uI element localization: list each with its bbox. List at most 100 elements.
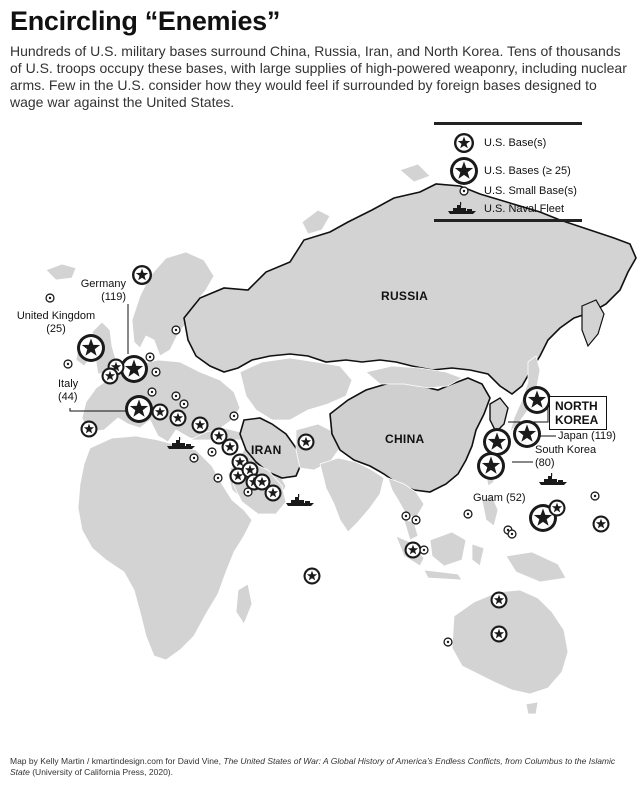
base-marker (151, 403, 169, 421)
base-marker (191, 416, 209, 434)
label-germany-name: Germany (80, 278, 126, 290)
base-marker (490, 625, 508, 643)
base-marker (303, 567, 321, 585)
philippines-shape (481, 495, 499, 527)
small-base-marker (507, 529, 517, 539)
small-base-marker (419, 545, 429, 555)
small-base-marker (443, 637, 453, 647)
small-base-marker (45, 293, 55, 303)
kamchatka-shape (581, 299, 605, 348)
base-marker (221, 438, 239, 456)
legend-bottom-rule (434, 219, 582, 222)
small-base-marker (401, 511, 411, 521)
base-marker-uk (77, 334, 105, 362)
legend-label-large-base: U.S. Bases (≥ 25) (484, 165, 571, 177)
north-korea-line2: KOREA (555, 413, 599, 427)
label-south-korea-count: (80) (535, 457, 555, 469)
iran-shape (239, 417, 303, 479)
north-korea-line1: NORTH (555, 399, 598, 413)
small-base-marker (151, 367, 161, 377)
map-title: Encircling “Enemies” (10, 6, 281, 36)
legend-label-small-base: U.S. Small Base(s) (484, 185, 577, 197)
central-asia-shape (239, 357, 353, 421)
small-base-marker (207, 447, 217, 457)
small-base-marker (189, 453, 199, 463)
credit-book-title: The United States of War: A Global Histo… (10, 756, 616, 777)
base-marker-south-korea (483, 428, 511, 456)
legend-label-base: U.S. Base(s) (484, 137, 547, 149)
base-marker (404, 541, 422, 559)
australia-shape (451, 589, 569, 695)
country-label-iran: IRAN (251, 443, 282, 457)
small-base-marker (63, 359, 73, 369)
base-marker (169, 409, 187, 427)
large-base-icon (450, 157, 478, 185)
base-marker (264, 484, 282, 502)
base-marker (101, 367, 119, 385)
label-italy-count: (44) (58, 391, 78, 403)
base-marker (297, 433, 315, 451)
madagascar-shape (235, 583, 253, 625)
base-marker-italy (125, 395, 153, 423)
small-base-marker (179, 399, 189, 409)
small-base-marker (229, 411, 239, 421)
country-label-russia: RUSSIA (381, 289, 429, 303)
base-marker-south-korea-2 (477, 452, 505, 480)
credit-suffix: (University of California Press, 2020). (29, 767, 173, 777)
malay-shape (403, 519, 419, 541)
label-uk-name: United Kingdom (16, 310, 96, 322)
small-base-marker (243, 487, 253, 497)
borneo-shape (429, 531, 467, 567)
small-base-marker (213, 473, 223, 483)
map-subtitle: Hundreds of U.S. military bases surround… (10, 43, 627, 110)
small-base-marker (171, 325, 181, 335)
map-credit: Map by Kelly Martin / kmartindesign.com … (10, 756, 630, 778)
label-germany: Germany (119) (60, 278, 126, 304)
legend-row-base: U.S. Base(s) (434, 133, 582, 153)
arctic-island-shape (301, 209, 331, 235)
small-base-marker (463, 509, 473, 519)
mongolia-shape (365, 365, 463, 389)
base-icon (454, 133, 474, 153)
java-shape (423, 569, 463, 581)
base-marker-japan-north (523, 386, 551, 414)
map-legend: U.S. Base(s) U.S. Bases (≥ 25) U.S. Smal… (434, 122, 582, 222)
small-base-marker (145, 352, 155, 362)
base-marker (548, 499, 566, 517)
naval-fleet-arabian-sea (286, 494, 314, 506)
label-uk: United Kingdom (25) (10, 310, 102, 336)
label-guam: Guam (52) (473, 492, 526, 504)
country-label-china: CHINA (385, 432, 425, 446)
naval-fleet-pacific (539, 473, 567, 485)
naval-fleet-icon (448, 202, 476, 214)
sulawesi-shape (471, 543, 485, 567)
label-south-korea: South Korea (80) (535, 444, 596, 470)
new-guinea-shape (505, 551, 567, 583)
legend-label-fleet: U.S. Naval Fleet (484, 203, 565, 215)
base-marker (80, 420, 98, 438)
label-uk-count: (25) (46, 323, 66, 335)
label-italy: Italy (44) (58, 378, 86, 404)
country-label-north-korea: NORTH KOREA (549, 396, 607, 430)
tasmania-shape (525, 701, 539, 715)
africa-shape (77, 435, 253, 661)
base-marker (592, 515, 610, 533)
landmass (45, 163, 637, 715)
small-base-marker (171, 391, 181, 401)
arctic-island2-shape (399, 163, 431, 183)
label-japan: Japan (119) (558, 430, 616, 442)
india-shape (319, 457, 385, 533)
label-italy-name: Italy (58, 378, 79, 390)
label-south-korea-name: South Korea (535, 444, 597, 456)
base-marker (490, 591, 508, 609)
legend-top-rule (434, 122, 582, 125)
label-germany-count: (119) (101, 291, 126, 303)
small-base-icon (459, 186, 469, 196)
small-base-marker (147, 387, 157, 397)
legend-row-small-base: U.S. Small Base(s) (434, 183, 582, 203)
naval-fleet-mediterranean (167, 437, 195, 449)
base-marker (132, 265, 152, 285)
korea-shape (489, 397, 509, 434)
